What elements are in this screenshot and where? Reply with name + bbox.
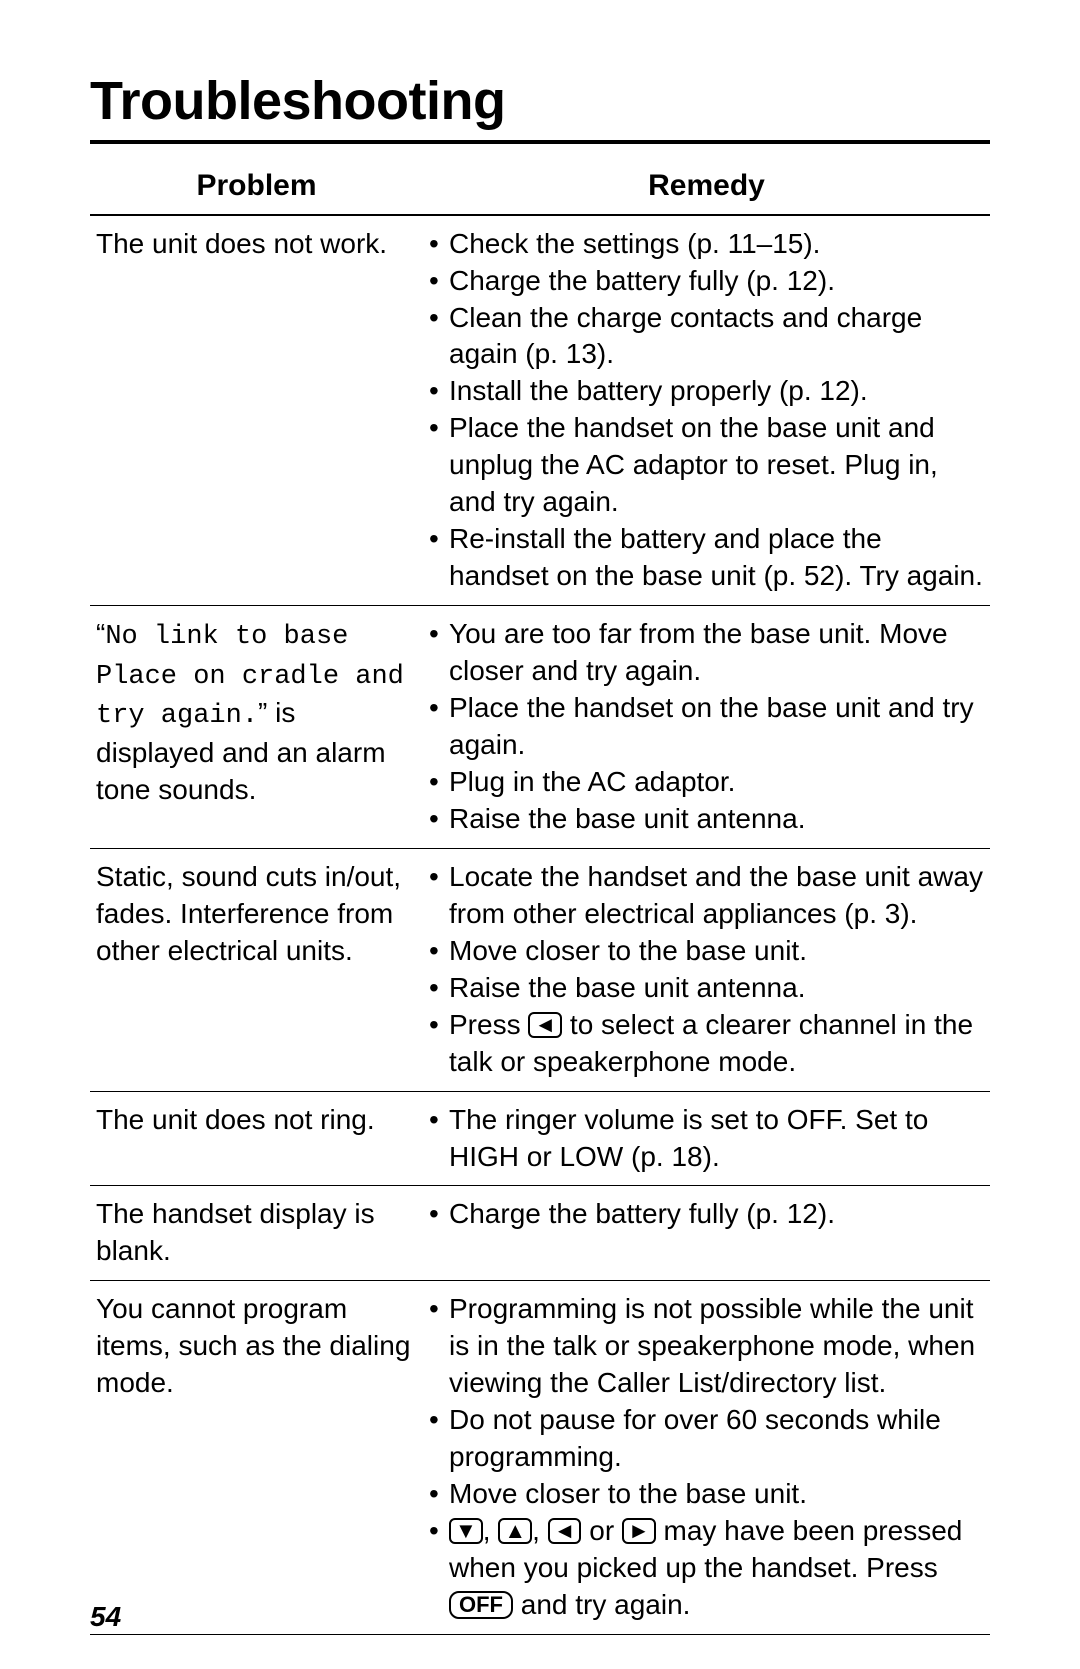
page-number: 54 bbox=[90, 1601, 121, 1633]
remedy-item: You are too far from the base unit. Move… bbox=[429, 616, 984, 690]
problem-cell: Static, sound cuts in/out, fades. Interf… bbox=[90, 848, 423, 1091]
remedy-item: Place the handset on the base unit and u… bbox=[429, 410, 984, 521]
remedy-item: Plug in the AC adaptor. bbox=[429, 764, 984, 801]
page-title: Troubleshooting bbox=[90, 70, 990, 132]
remedy-item: Charge the battery fully (p. 12). bbox=[429, 263, 984, 300]
nav-key-icon: ▲ bbox=[498, 1518, 532, 1544]
nav-key-icon: ◄ bbox=[548, 1518, 582, 1544]
table-row: The unit does not ring.The ringer volume… bbox=[90, 1091, 990, 1186]
remedy-cell: Check the settings (p. 11–15).Charge the… bbox=[423, 215, 990, 606]
nav-key-icon: ▼ bbox=[449, 1518, 483, 1544]
remedy-item: The ringer volume is set to OFF. Set to … bbox=[429, 1102, 984, 1176]
remedy-list: You are too far from the base unit. Move… bbox=[429, 616, 984, 838]
remedy-item: Raise the base unit antenna. bbox=[429, 970, 984, 1007]
col-header-problem: Problem bbox=[90, 162, 423, 215]
remedy-item: Move closer to the base unit. bbox=[429, 1476, 984, 1513]
table-row: Static, sound cuts in/out, fades. Interf… bbox=[90, 848, 990, 1091]
remedy-item: ▼, ▲, ◄ or ► may have been pressed when … bbox=[429, 1513, 984, 1624]
remedy-item: Place the handset on the base unit and t… bbox=[429, 690, 984, 764]
problem-cell: The unit does not work. bbox=[90, 215, 423, 606]
remedy-list: Check the settings (p. 11–15).Charge the… bbox=[429, 226, 984, 596]
remedy-cell: You are too far from the base unit. Move… bbox=[423, 606, 990, 849]
remedy-list: The ringer volume is set to OFF. Set to … bbox=[429, 1102, 984, 1176]
table-header-row: Problem Remedy bbox=[90, 162, 990, 215]
remedy-item: Check the settings (p. 11–15). bbox=[429, 226, 984, 263]
nav-key-icon: ► bbox=[622, 1518, 656, 1544]
off-key-icon: OFF bbox=[449, 1591, 513, 1619]
table-row: You cannot program items, such as the di… bbox=[90, 1281, 990, 1635]
manual-page: Troubleshooting Problem Remedy The unit … bbox=[0, 0, 1080, 1669]
remedy-item: Move closer to the base unit. bbox=[429, 933, 984, 970]
remedy-item: Locate the handset and the base unit awa… bbox=[429, 859, 984, 933]
table-row: The handset display is blank.Charge the … bbox=[90, 1186, 990, 1281]
remedy-list: Locate the handset and the base unit awa… bbox=[429, 859, 984, 1081]
problem-cell: The handset display is blank. bbox=[90, 1186, 423, 1281]
table-row: “No link to basePlace on cradle andtry a… bbox=[90, 606, 990, 849]
remedy-list: Programming is not possible while the un… bbox=[429, 1291, 984, 1624]
title-rule bbox=[90, 140, 990, 144]
problem-cell: “No link to basePlace on cradle andtry a… bbox=[90, 606, 423, 849]
display-message: No link to basePlace on cradle andtry ag… bbox=[96, 622, 404, 731]
remedy-cell: The ringer volume is set to OFF. Set to … bbox=[423, 1091, 990, 1186]
troubleshoot-table: Problem Remedy The unit does not work.Ch… bbox=[90, 162, 990, 1635]
table-row: The unit does not work.Check the setting… bbox=[90, 215, 990, 606]
remedy-item: Re-install the battery and place the han… bbox=[429, 521, 984, 595]
remedy-item: Press ◄ to select a clearer channel in t… bbox=[429, 1007, 984, 1081]
col-header-remedy: Remedy bbox=[423, 162, 990, 215]
problem-cell: The unit does not ring. bbox=[90, 1091, 423, 1186]
remedy-item: Install the battery properly (p. 12). bbox=[429, 373, 984, 410]
remedy-item: Charge the battery fully (p. 12). bbox=[429, 1196, 984, 1233]
remedy-cell: Programming is not possible while the un… bbox=[423, 1281, 990, 1635]
remedy-item: Do not pause for over 60 seconds while p… bbox=[429, 1402, 984, 1476]
problem-cell: You cannot program items, such as the di… bbox=[90, 1281, 423, 1635]
table-body: The unit does not work.Check the setting… bbox=[90, 215, 990, 1635]
remedy-item: Programming is not possible while the un… bbox=[429, 1291, 984, 1402]
remedy-cell: Charge the battery fully (p. 12). bbox=[423, 1186, 990, 1281]
remedy-list: Charge the battery fully (p. 12). bbox=[429, 1196, 984, 1233]
remedy-item: Raise the base unit antenna. bbox=[429, 801, 984, 838]
remedy-cell: Locate the handset and the base unit awa… bbox=[423, 848, 990, 1091]
remedy-item: Clean the charge contacts and charge aga… bbox=[429, 300, 984, 374]
nav-key-icon: ◄ bbox=[528, 1012, 562, 1038]
